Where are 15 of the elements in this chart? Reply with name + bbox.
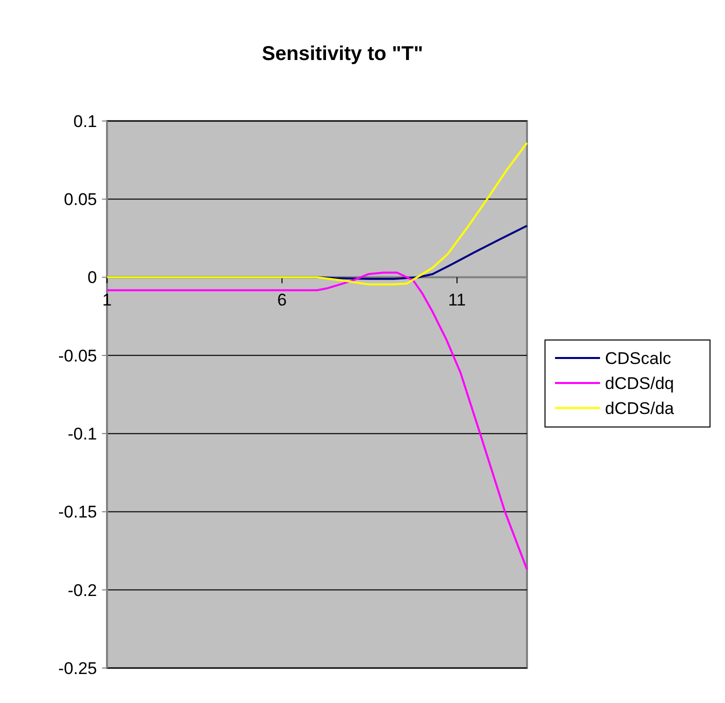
y-tick-label: 0.1 — [73, 112, 97, 131]
y-tick-label: -0.2 — [68, 580, 97, 600]
y-tick-label: 0.05 — [64, 190, 97, 210]
chart-title: Sensitivity to "T" — [262, 43, 424, 65]
legend-label: dCDS/dq — [605, 374, 674, 393]
legend-label: CDScalc — [605, 348, 672, 368]
legend-label: dCDS/da — [605, 398, 675, 418]
x-tick-label: 6 — [277, 290, 287, 310]
y-tick-label: -0.25 — [58, 658, 97, 678]
x-tick-label: 11 — [448, 290, 466, 310]
y-tick-label: -0.1 — [68, 424, 97, 444]
y-tick-label: -0.05 — [58, 346, 97, 366]
y-tick-label: -0.15 — [58, 502, 97, 522]
y-tick-label: 0 — [88, 268, 97, 288]
x-tick-label: 1 — [102, 290, 112, 310]
